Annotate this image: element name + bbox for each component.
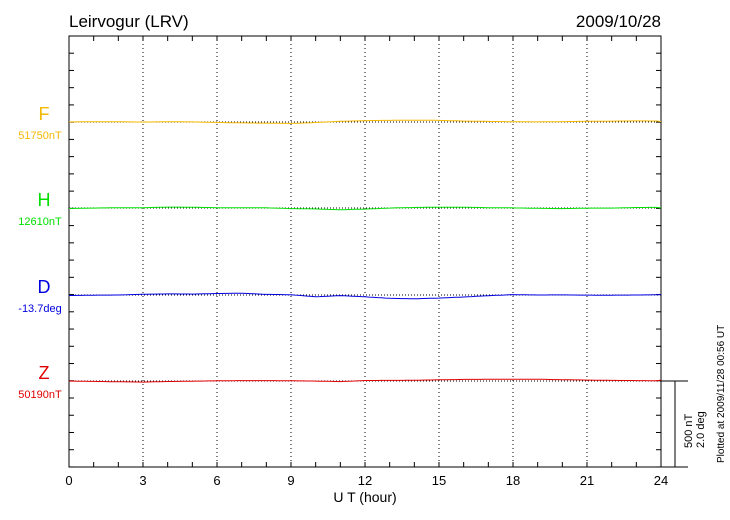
x-tick-label: 6 xyxy=(213,473,220,488)
x-axis-label: U T (hour) xyxy=(333,489,396,505)
series-name-z: Z xyxy=(39,363,50,383)
x-tick-label: 9 xyxy=(287,473,294,488)
chart-title: Leirvogur (LRV) xyxy=(69,12,189,31)
x-tick-label: 0 xyxy=(65,473,72,488)
series-baseline-label-z: 50190nT xyxy=(18,389,62,401)
x-tick-label: 18 xyxy=(506,473,520,488)
scale-nt-label: 500 nT xyxy=(683,413,695,448)
x-tick-label: 12 xyxy=(358,473,372,488)
x-tick-label: 3 xyxy=(139,473,146,488)
x-tick-label: 15 xyxy=(432,473,446,488)
plotted-note: Plotted at 2009/11/28 00:56 UT xyxy=(716,325,727,463)
series-line-z xyxy=(69,378,662,383)
chart-date: 2009/10/28 xyxy=(576,12,661,31)
series-baseline-label-d: -13.7deg xyxy=(18,303,61,315)
x-tick-label: 24 xyxy=(654,473,668,488)
x-tick-label: 21 xyxy=(580,473,594,488)
series-name-d: D xyxy=(38,277,51,297)
series-name-h: H xyxy=(38,190,51,210)
series-baseline-label-f: 51750nT xyxy=(18,130,62,142)
series-line-f xyxy=(68,119,662,125)
scale-deg-label: 2.0 deg xyxy=(695,411,707,448)
series-baseline-label-h: 12610nT xyxy=(18,216,62,228)
series-line-h xyxy=(68,206,662,211)
series-name-f: F xyxy=(39,104,50,124)
series-line-d xyxy=(69,292,662,300)
